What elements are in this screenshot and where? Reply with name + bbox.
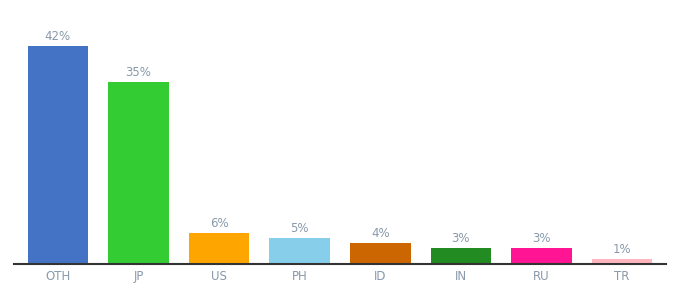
Bar [269,238,330,264]
Bar [189,233,250,264]
Bar [592,259,652,264]
Text: 6%: 6% [210,217,228,230]
Bar [108,82,169,264]
Bar [28,46,88,264]
Text: 1%: 1% [613,243,632,256]
Text: 3%: 3% [452,232,470,245]
Text: 4%: 4% [371,227,390,240]
Bar [511,248,572,264]
Text: 3%: 3% [532,232,551,245]
Text: 42%: 42% [45,30,71,43]
Text: 35%: 35% [126,66,152,79]
Bar [430,248,491,264]
Text: 5%: 5% [290,222,309,235]
Bar [350,243,411,264]
